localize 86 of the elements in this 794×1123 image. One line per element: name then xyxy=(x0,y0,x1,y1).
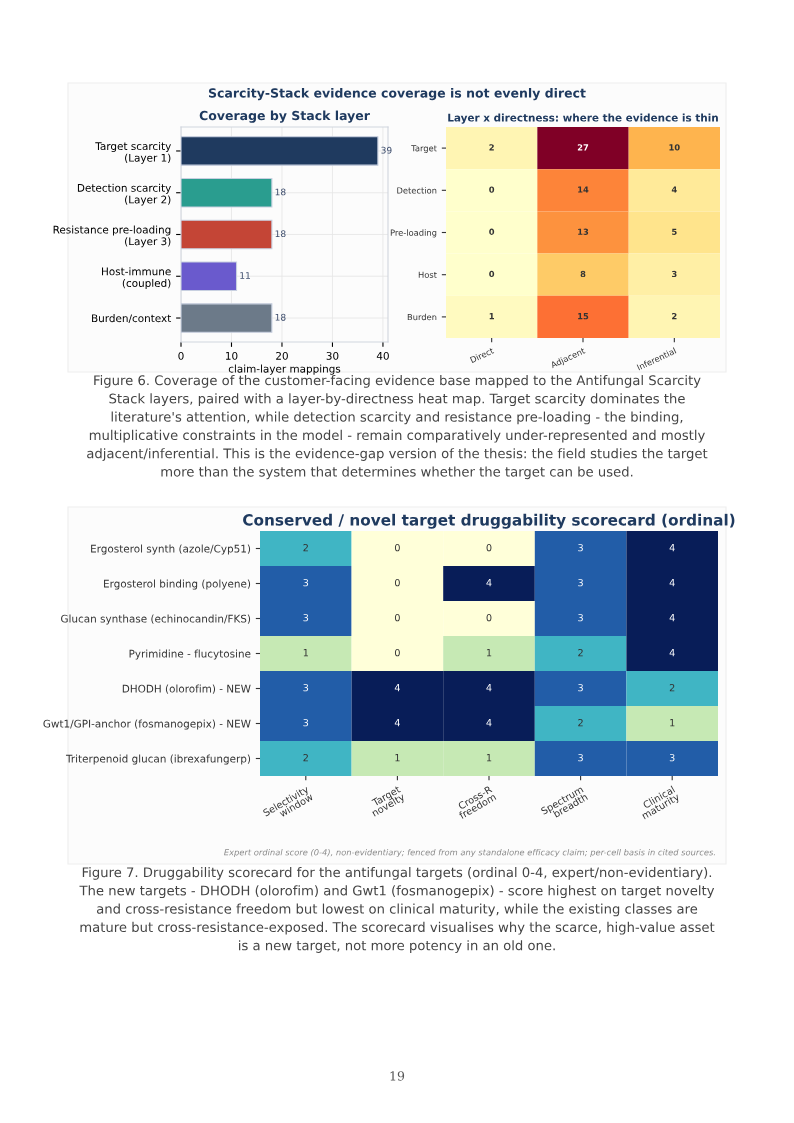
data-label: 4 xyxy=(394,719,400,727)
y-tick-label: Resistance pre-loading (Layer 3) xyxy=(53,225,171,248)
data-label: 4 xyxy=(486,719,492,727)
data-label: 1 xyxy=(303,649,308,657)
data-label: 0 xyxy=(489,228,495,235)
data-label: 0 xyxy=(394,543,400,552)
data-label: 39 xyxy=(381,146,392,154)
data-label: 0 xyxy=(486,543,492,552)
data-label: 4 xyxy=(669,544,675,552)
data-label: 3 xyxy=(671,270,677,278)
data-label: 14 xyxy=(578,186,589,193)
chart-title: Layer x directness: where the evidence is thin xyxy=(448,113,718,124)
y-tick-label: Detection xyxy=(397,187,437,194)
data-label: 8 xyxy=(580,270,586,278)
data-label: 15 xyxy=(578,313,589,320)
data-label: 2 xyxy=(669,683,675,692)
data-label: 4 xyxy=(486,684,492,692)
data-label: 4 xyxy=(669,649,675,657)
data-label: 2 xyxy=(303,753,308,762)
chart-title: Conserved / novel target druggability scorecard (ordinal) xyxy=(243,513,735,529)
data-label: 3 xyxy=(578,753,583,762)
data-label: 4 xyxy=(671,186,677,193)
data-label: 3 xyxy=(578,543,583,552)
data-label: 1 xyxy=(486,754,492,762)
caption: Figure 6. Coverage of the customer-facing evidence base mapped to the Antifungal Scarcity Stack layers, paired with a layer-by-directness heat map. Target scarcity dominates the literature's attention, while detection scarcity and resistance pre-loading - the binding, multiplicative constraints in the model - remain comparatively under-represented and mostly adjacent/inferential. This is the evidence-gap version of the thesis: the field studies the target more than the system that determines whether the target can be used. xyxy=(87,375,708,480)
data-label: 3 xyxy=(578,613,583,622)
data-label: 0 xyxy=(489,186,495,193)
data-label: 2 xyxy=(578,718,583,727)
caption: Figure 7. Druggability scorecard for the antifungal targets (ordinal 0-4, expert/non-evidentiary). The new targets - DHODH (olorofim) and Gwt1 (fosmanogepix) - score highest on target novelty and cross-resistance freedom but lowest on clinical maturity, while the existing classes are mature but cross-resistance-exposed. The scorecard visualises why the scarce, high-value asset is a new target, not more potency in an old one. xyxy=(79,867,715,953)
data-label: 27 xyxy=(577,144,589,151)
y-tick-label: Burden/context xyxy=(92,314,172,323)
data-label: 18 xyxy=(275,230,286,238)
data-label: 4 xyxy=(486,579,492,587)
y-tick-label: Burden xyxy=(407,313,437,321)
y-tick-label: Pyrimidine - flucytosine xyxy=(129,649,251,660)
y-tick-label: Gwt1/GPI-anchor (fosmanogepix) - NEW xyxy=(43,719,251,730)
data-label: 3 xyxy=(303,718,309,727)
data-label: 2 xyxy=(578,648,583,657)
y-tick-label: Ergosterol binding (polyene) xyxy=(104,579,251,590)
y-tick-label: Triterpenoid glucan (ibrexafungerp) xyxy=(65,754,251,765)
y-tick-label: Detection scarcity (Layer 2) xyxy=(77,183,171,206)
y-tick-label: DHODH (olorofim) - NEW xyxy=(122,684,251,694)
data-label: 10 xyxy=(669,144,680,151)
data-label: 1 xyxy=(670,719,675,727)
data-label: 3 xyxy=(303,683,309,692)
x-tick-label: 10 xyxy=(226,351,238,360)
data-label: 0 xyxy=(489,270,495,278)
data-label: 18 xyxy=(275,313,286,321)
data-label: 0 xyxy=(486,613,492,622)
data-label: 3 xyxy=(578,578,583,587)
y-tick-label: Host-immune (coupled) xyxy=(102,267,171,290)
data-label: 11 xyxy=(240,272,250,279)
y-tick-label: Target scarcity (Layer 1) xyxy=(95,141,171,164)
data-label: 4 xyxy=(669,614,675,622)
data-label: 2 xyxy=(672,313,677,320)
data-label: 4 xyxy=(669,579,675,587)
x-tick-label: 20 xyxy=(276,351,288,360)
data-label: 2 xyxy=(489,144,494,151)
y-tick-label: Pre-loading xyxy=(390,229,437,238)
data-label: 13 xyxy=(578,228,589,235)
text: Scarcity-Stack evidence coverage is not evenly direct xyxy=(208,88,586,101)
data-label: 4 xyxy=(394,684,400,692)
data-label: 3 xyxy=(303,613,309,622)
data-label: 1 xyxy=(489,313,494,320)
x-tick-label: 0 xyxy=(178,351,184,360)
data-label: 2 xyxy=(303,543,308,552)
x-axis-title: claim-layer mappings xyxy=(228,364,341,375)
x-tick-label: 40 xyxy=(376,351,389,360)
data-label: 1 xyxy=(486,649,492,657)
data-label: 3 xyxy=(669,753,675,762)
data-label: 0 xyxy=(394,578,400,587)
text: Expert ordinal score (0-4), non-evidentiary; fenced from any standalone efficacy claim; per-cell basis in cited sources. xyxy=(224,848,715,858)
x-tick-label: 30 xyxy=(326,351,339,360)
data-label: 0 xyxy=(394,613,400,622)
data-label: 3 xyxy=(578,683,583,692)
y-tick-label: Target xyxy=(411,145,437,153)
text: 19 xyxy=(390,1071,405,1081)
data-label: 3 xyxy=(303,578,309,587)
data-label: 18 xyxy=(275,188,286,196)
y-tick-label: Host xyxy=(418,271,437,278)
data-label: 1 xyxy=(395,754,400,762)
y-tick-label: Glucan synthase (echinocandin/FKS) xyxy=(61,614,251,625)
data-label: 5 xyxy=(672,228,677,235)
data-label: 0 xyxy=(394,648,400,657)
chart-title: Coverage by Stack layer xyxy=(199,110,370,123)
y-tick-label: Ergosterol synth (azole/Cyp51) xyxy=(91,544,251,555)
